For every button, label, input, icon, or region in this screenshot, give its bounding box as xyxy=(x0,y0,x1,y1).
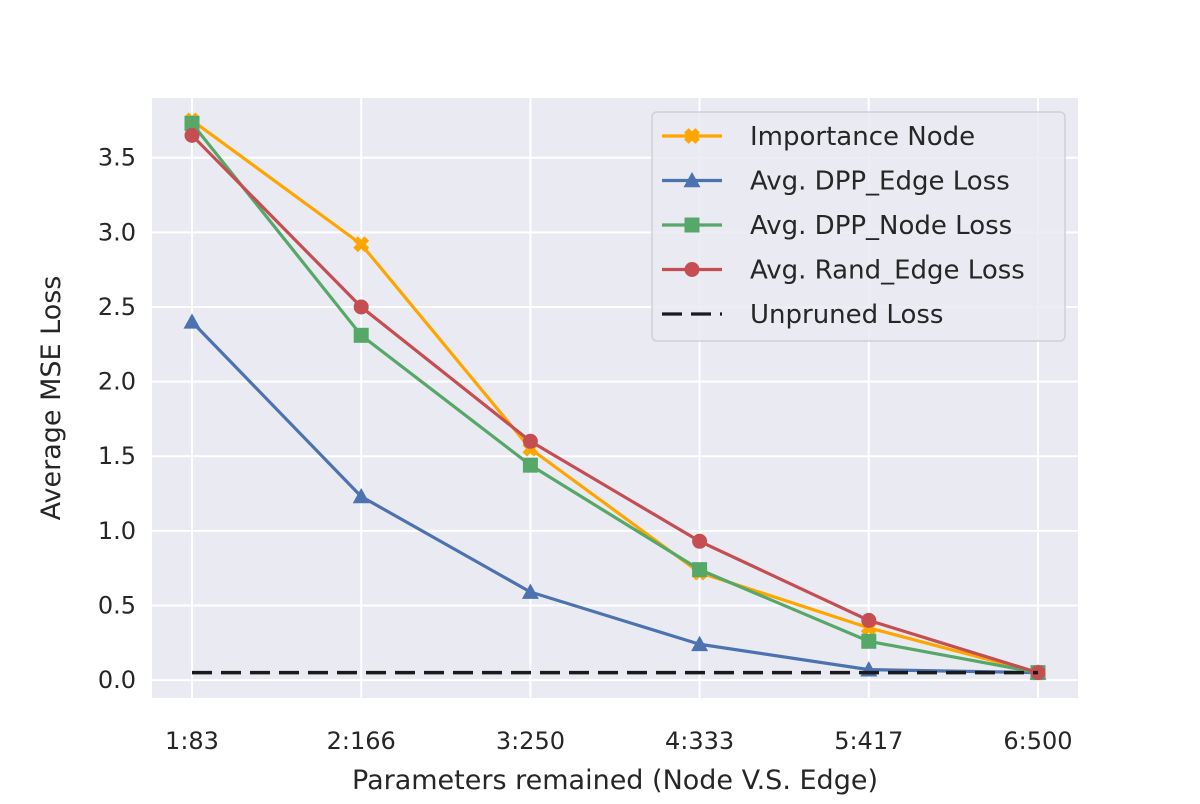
x-axis-label: Parameters remained (Node V.S. Edge) xyxy=(352,765,878,796)
x-axis-ticks: 1:83 2:166 3:250 4:333 5:417 6:500 xyxy=(165,727,1073,755)
x-tick-label: 3:250 xyxy=(496,727,565,755)
legend-label: Avg. DPP_Edge Loss xyxy=(750,167,1010,197)
legend-box xyxy=(651,111,1066,342)
data-point-circle xyxy=(353,299,369,315)
x-tick-label: 1:83 xyxy=(165,727,219,755)
legend-label: Avg. Rand_Edge Loss xyxy=(750,256,1025,286)
data-point-plus xyxy=(684,128,700,144)
y-tick-label: 3.0 xyxy=(98,218,136,246)
series-line xyxy=(191,119,1039,675)
x-tick-label: 5:417 xyxy=(834,727,903,755)
data-point-triangle xyxy=(352,488,370,504)
x-tick-label: 2:166 xyxy=(327,727,396,755)
data-point-square xyxy=(522,457,538,473)
y-tick-label: 3.5 xyxy=(98,144,136,172)
data-point-square xyxy=(861,633,877,649)
data-point-circle xyxy=(684,262,700,277)
legend-entry: Avg. DPP_Edge Loss xyxy=(662,167,1010,197)
y-axis-label: Average MSE Loss xyxy=(36,276,67,521)
data-point-square xyxy=(692,562,708,578)
data-point-square xyxy=(184,115,200,131)
legend-label: Importance Node xyxy=(750,122,975,152)
x-tick-label: 6:500 xyxy=(1003,727,1072,755)
legend-entry: Importance Node xyxy=(662,122,975,152)
data-point-triangle xyxy=(183,313,201,329)
series-line xyxy=(190,122,1039,675)
legend-entry: Unpruned Loss xyxy=(662,300,943,330)
x-tick-label: 4:333 xyxy=(665,727,734,755)
series-lines xyxy=(183,112,1047,681)
y-tick-label: 2.5 xyxy=(98,293,136,321)
data-point-circle xyxy=(861,612,877,628)
data-point-triangle xyxy=(683,172,701,188)
legend-label: Unpruned Loss xyxy=(750,300,943,330)
data-point-triangle xyxy=(521,583,539,599)
y-tick-label: 0.5 xyxy=(98,591,136,619)
legend: Importance Node Avg. DPP_Edge Loss Avg. DP… xyxy=(651,111,1066,342)
series-line xyxy=(190,320,1039,675)
y-tick-label: 1.0 xyxy=(98,517,136,545)
series-line xyxy=(190,134,1039,675)
legend-entry: Avg. Rand_Edge Loss xyxy=(662,256,1025,286)
data-point-square xyxy=(353,327,369,343)
y-axis-ticks: 0.0 0.5 1.0 1.5 2.0 2.5 3.0 3.5 xyxy=(98,144,136,694)
legend-entry: Avg. DPP_Node Loss xyxy=(662,211,1012,241)
data-point-circle xyxy=(692,533,708,549)
y-tick-label: 0.0 xyxy=(98,666,136,694)
y-tick-label: 2.0 xyxy=(98,368,136,396)
data-point-triangle xyxy=(691,635,709,652)
data-point-circle xyxy=(184,127,200,143)
data-point-plus xyxy=(353,236,370,253)
data-point-circle xyxy=(522,433,538,449)
y-tick-label: 1.5 xyxy=(98,442,136,470)
data-point-square xyxy=(684,217,700,233)
legend-label: Avg. DPP_Node Loss xyxy=(750,211,1012,241)
